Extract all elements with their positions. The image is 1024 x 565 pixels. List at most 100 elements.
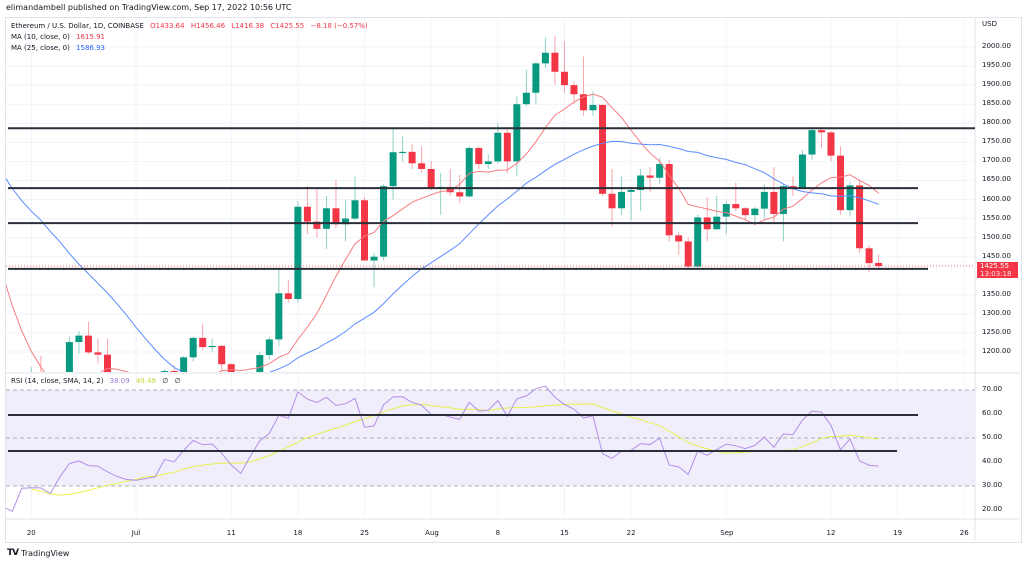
- candle: [865, 245, 873, 272]
- candle: [703, 197, 711, 242]
- candle-body: [332, 208, 340, 225]
- candle: [75, 331, 83, 354]
- candle-body: [751, 208, 759, 216]
- rsi-tick: 50.00: [982, 433, 1003, 441]
- candle: [541, 37, 549, 68]
- tradingview-logo-icon: TV: [7, 548, 19, 558]
- candle-body: [589, 104, 597, 111]
- candle-body: [637, 175, 645, 190]
- rsi-pane: [6, 385, 975, 512]
- symbol-legend[interactable]: Ethereum / U.S. Dollar, 1D, COINBASE O14…: [11, 22, 372, 30]
- bar-countdown: 13:03:18: [980, 270, 1012, 278]
- candle: [84, 321, 92, 354]
- candle: [522, 69, 530, 107]
- candle-body: [199, 337, 207, 348]
- price-tick: 1700.00: [982, 156, 1011, 165]
- candle-body: [418, 163, 426, 169]
- time-tick: Aug: [425, 529, 439, 537]
- candle-body: [865, 248, 873, 264]
- rsi-line: [6, 385, 879, 512]
- price-tick: 1850.00: [982, 99, 1011, 108]
- price-tick: 1950.00: [982, 61, 1011, 70]
- candle-body: [94, 352, 102, 355]
- candle-body: [503, 132, 511, 162]
- candle: [579, 56, 587, 116]
- currency-label: USD: [982, 20, 997, 28]
- candle-body: [789, 186, 797, 188]
- candle: [817, 127, 825, 149]
- candle: [665, 159, 673, 242]
- candle: [227, 363, 235, 372]
- candle-body: [465, 148, 473, 197]
- candle-body: [408, 151, 416, 164]
- candle: [341, 199, 349, 242]
- candle: [798, 149, 806, 189]
- close-value: C1425.55: [270, 22, 305, 30]
- price-tick: 2000.00: [982, 42, 1011, 50]
- tradingview-logo[interactable]: TV TradingView: [7, 548, 69, 558]
- candle: [713, 195, 721, 230]
- candle-body: [427, 169, 435, 189]
- candle: [675, 231, 683, 255]
- rsi-extra-2: ∅: [174, 377, 181, 385]
- candle: [837, 146, 845, 215]
- candle: [199, 323, 207, 351]
- candle: [351, 176, 359, 221]
- candle-body: [227, 364, 235, 372]
- candle-body: [827, 132, 835, 156]
- candle: [770, 167, 778, 223]
- candle: [189, 336, 197, 362]
- ma10-legend[interactable]: MA (10, close, 0) 1615.91: [11, 33, 109, 41]
- price-tick: 1300.00: [982, 308, 1011, 317]
- candle-body: [84, 335, 92, 353]
- rsi-legend[interactable]: RSI (14, close, SMA, 14, 2) 38.09 49.49 …: [11, 377, 185, 385]
- candle: [361, 197, 369, 261]
- ma25-legend[interactable]: MA (25, close, 0) 1586.93: [11, 44, 109, 52]
- candle: [0, 386, 6, 405]
- time-tick: Sep: [720, 529, 734, 537]
- drawn-trendlines[interactable]: [8, 127, 975, 452]
- chart-frame: [5, 17, 1022, 543]
- candle-body: [618, 191, 626, 209]
- price-tick: 1650.00: [982, 175, 1011, 184]
- symbol-name: Ethereum / U.S. Dollar, 1D, COINBASE: [11, 22, 144, 30]
- candle: [608, 169, 616, 227]
- candle-body: [532, 63, 540, 93]
- candle: [408, 144, 416, 169]
- ma25-value: 1586.93: [76, 44, 105, 52]
- candle: [65, 336, 73, 372]
- candle-body: [65, 342, 73, 372]
- candle-body: [189, 337, 197, 358]
- rsi-tick: 40.00: [982, 457, 1003, 465]
- rsi-sma-line: [31, 403, 879, 496]
- candle-body: [399, 151, 407, 154]
- candle-body: [570, 85, 578, 95]
- candle-body: [0, 395, 6, 402]
- candle: [427, 161, 435, 190]
- change-value: −8.18 (−0.57%): [310, 22, 368, 30]
- ma10-line: [6, 93, 879, 372]
- candle-body: [322, 208, 330, 229]
- candle-body: [294, 206, 302, 300]
- time-tick: 15: [559, 529, 569, 537]
- candle: [532, 62, 540, 105]
- candle: [789, 176, 797, 196]
- candle: [808, 127, 816, 160]
- rsi-value: 38.09: [109, 377, 130, 385]
- ma25-label: MA (25, close, 0): [11, 44, 70, 52]
- high-value: H1456.46: [190, 22, 226, 30]
- candle: [779, 184, 787, 242]
- candle: [599, 104, 607, 196]
- ma10-value: 1615.91: [76, 33, 105, 41]
- time-tick: 19: [893, 529, 903, 537]
- price-tick: 1750.00: [982, 137, 1011, 146]
- candle-body: [161, 371, 169, 372]
- candle-body: [599, 104, 607, 194]
- candle: [40, 355, 42, 372]
- price-tick: 1250.00: [982, 327, 1011, 336]
- candle-body: [208, 345, 216, 348]
- candle: [760, 184, 768, 219]
- candle-body: [760, 191, 768, 209]
- candle-body: [551, 52, 559, 72]
